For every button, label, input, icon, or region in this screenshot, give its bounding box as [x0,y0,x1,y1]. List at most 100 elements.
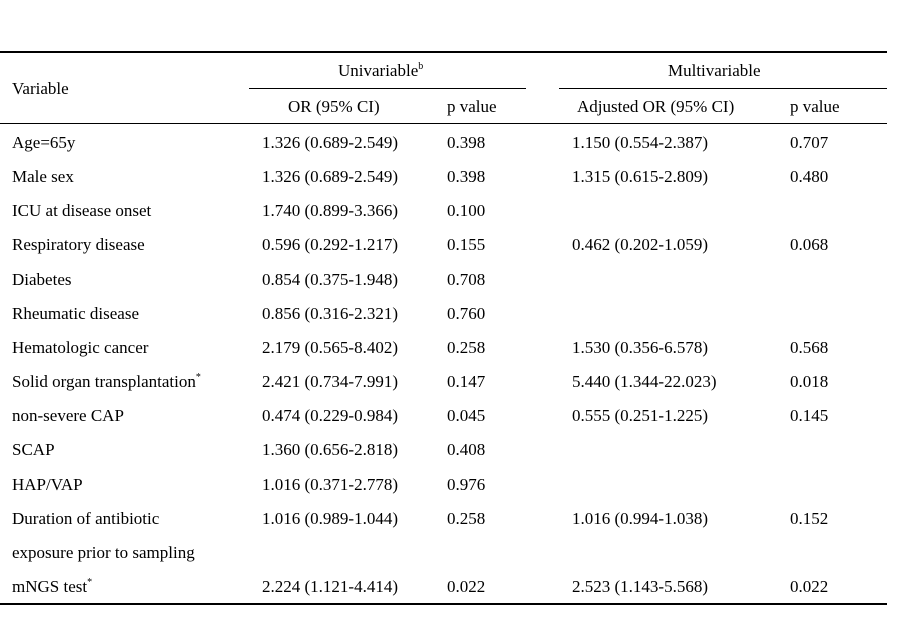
cell-variable-text: Rheumatic disease [12,304,139,323]
cell-variable: Duration of antibiotic [12,509,159,529]
cell-univariable-or-text: 0.474 (0.229-0.984) [262,406,398,425]
cell-multivariable-or-text: 0.462 (0.202-1.059) [572,235,708,254]
cell-univariable-or: 0.856 (0.316-2.321) [262,304,398,324]
cell-univariable-p-text: 0.976 [447,475,486,494]
cell-multivariable-p: 0.018 [790,372,828,392]
cell-variable: Diabetes [12,270,71,290]
cell-univariable-or-text: 2.179 (0.565-8.402) [262,338,398,357]
cell-univariable-or-text: 1.016 (0.989-1.044) [262,509,398,528]
cell-univariable-p: 0.760 [447,304,485,324]
cell-multivariable-p: 0.480 [790,167,828,187]
cell-variable-text: non-severe CAP [12,406,124,425]
cell-univariable-or-text: 1.360 (0.656-2.818) [262,440,398,459]
cell-variable-text: exposure prior to sampling [12,543,195,562]
cell-variable-text: Age=65y [12,133,76,152]
cell-univariable-or: 1.740 (0.899-3.366) [262,201,398,221]
cell-multivariable-or: 5.440 (1.344-22.023) [572,372,716,392]
header-adjusted-or-ci: Adjusted OR (95% CI) [577,97,735,116]
cell-multivariable-or: 1.315 (0.615-2.809) [572,167,708,187]
cell-univariable-or-text: 0.596 (0.292-1.217) [262,235,398,254]
cell-multivariable-p-text: 0.568 [790,338,829,357]
cell-univariable-p: 0.398 [447,133,485,153]
cell-multivariable-or: 1.016 (0.994-1.038) [572,509,708,529]
header-univariable-sup: b [418,61,424,72]
cell-multivariable-or: 2.523 (1.143-5.568) [572,577,708,597]
cell-multivariable-or-text: 0.555 (0.251-1.225) [572,406,708,425]
cell-multivariable-p-text: 0.152 [790,509,829,528]
cell-univariable-or: 2.179 (0.565-8.402) [262,338,398,358]
cell-multivariable-p: 0.068 [790,235,828,255]
cell-multivariable-p-text: 0.018 [790,372,829,391]
footnote-marker: * [87,577,93,588]
cell-univariable-p: 0.100 [447,201,485,221]
cell-univariable-or: 1.016 (0.371-2.778) [262,475,398,495]
header-p-value-uni: p value [447,97,497,116]
header-variable: Variable [12,79,69,98]
cell-variable: Age=65y [12,133,75,153]
cell-univariable-or-text: 2.224 (1.121-4.414) [262,577,398,596]
cell-univariable-p-text: 0.398 [447,167,486,186]
cell-univariable-p-text: 0.045 [447,406,486,425]
cell-univariable-p: 0.408 [447,440,485,460]
cell-univariable-or-text: 1.326 (0.689-2.549) [262,133,398,152]
multivariable-underline [559,88,887,89]
cell-multivariable-p-text: 0.480 [790,167,829,186]
cell-univariable-p: 0.022 [447,577,485,597]
header-or-ci: OR (95% CI) [288,97,380,116]
cell-univariable-p-text: 0.708 [447,270,486,289]
cell-univariable-or: 0.474 (0.229-0.984) [262,406,398,426]
cell-variable: Rheumatic disease [12,304,139,324]
cell-univariable-or: 1.326 (0.689-2.549) [262,133,398,153]
cell-univariable-p: 0.398 [447,167,485,187]
cell-variable: exposure prior to sampling [12,543,195,563]
cell-univariable-or: 0.854 (0.375-1.948) [262,270,398,290]
cell-multivariable-p: 0.145 [790,406,828,426]
cell-multivariable-p-text: 0.022 [790,577,829,596]
cell-variable-text: HAP/VAP [12,475,83,494]
cell-multivariable-p: 0.152 [790,509,828,529]
cell-univariable-p-text: 0.760 [447,304,486,323]
bottom-rule [0,603,887,605]
cell-variable-text: Diabetes [12,270,72,289]
cell-variable: Respiratory disease [12,235,145,255]
cell-variable: HAP/VAP [12,475,83,495]
cell-multivariable-or-text: 1.150 (0.554-2.387) [572,133,708,152]
cell-univariable-or: 0.596 (0.292-1.217) [262,235,398,255]
cell-univariable-p: 0.258 [447,338,485,358]
cell-multivariable-or-text: 1.016 (0.994-1.038) [572,509,708,528]
cell-variable: SCAP [12,440,55,460]
cell-variable-text: Hematologic cancer [12,338,149,357]
cell-variable: non-severe CAP [12,406,124,426]
cell-univariable-p: 0.258 [447,509,485,529]
cell-univariable-p-text: 0.147 [447,372,486,391]
cell-univariable-or-text: 1.326 (0.689-2.549) [262,167,398,186]
cell-multivariable-or: 0.462 (0.202-1.059) [572,235,708,255]
cell-univariable-p: 0.155 [447,235,485,255]
univariable-underline [249,88,526,89]
cell-univariable-p-text: 0.408 [447,440,486,459]
cell-multivariable-p: 0.568 [790,338,828,358]
cell-multivariable-p-text: 0.707 [790,133,829,152]
cell-univariable-p-text: 0.100 [447,201,486,220]
cell-univariable-p-text: 0.258 [447,338,486,357]
cell-univariable-or-text: 0.854 (0.375-1.948) [262,270,398,289]
footnote-marker: * [195,372,201,383]
cell-univariable-p: 0.708 [447,270,485,290]
cell-univariable-or-text: 1.016 (0.371-2.778) [262,475,398,494]
cell-univariable-or: 1.326 (0.689-2.549) [262,167,398,187]
cell-univariable-p: 0.045 [447,406,485,426]
cell-variable-text: Male sex [12,167,74,186]
cell-univariable-p-text: 0.258 [447,509,486,528]
cell-variable-text: SCAP [12,440,55,459]
cell-variable-text: Solid organ transplantation [12,372,196,391]
cell-univariable-or: 1.016 (0.989-1.044) [262,509,398,529]
cell-multivariable-p: 0.707 [790,133,828,153]
cell-univariable-or: 1.360 (0.656-2.818) [262,440,398,460]
cell-univariable-p: 0.147 [447,372,485,392]
cell-variable: Male sex [12,167,74,187]
cell-multivariable-or: 1.150 (0.554-2.387) [572,133,708,153]
header-multivariable: Multivariable [668,61,761,80]
cell-multivariable-or-text: 1.315 (0.615-2.809) [572,167,708,186]
cell-univariable-or: 2.224 (1.121-4.414) [262,577,398,597]
cell-univariable-or-text: 0.856 (0.316-2.321) [262,304,398,323]
